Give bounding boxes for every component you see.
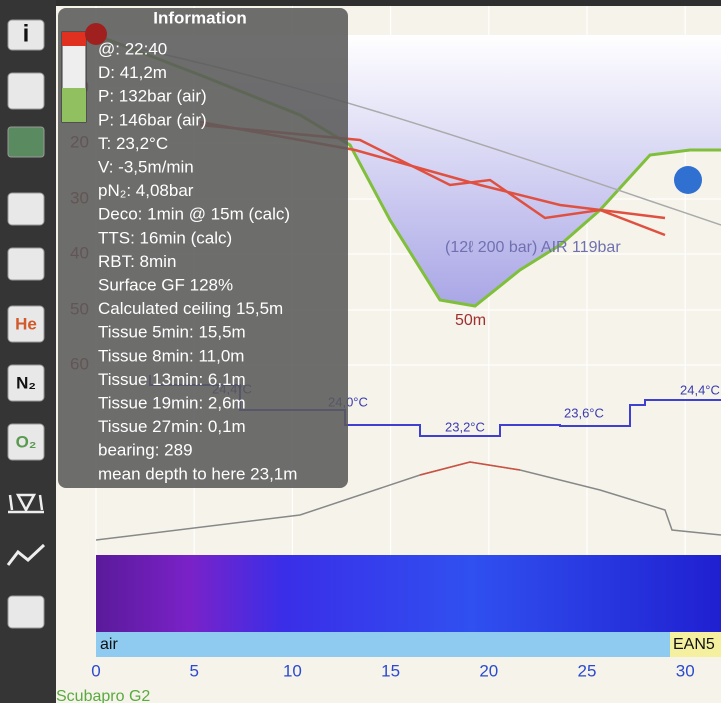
time-tick-label: 0 (91, 661, 100, 680)
temperature-label: 23,2°C (445, 419, 485, 434)
deco-button[interactable] (7, 192, 45, 226)
tissue-heatmap (96, 555, 721, 632)
info-box (58, 8, 348, 488)
time-tick-label: 10 (283, 661, 302, 680)
temperature-label: 24,4°C (680, 382, 720, 397)
info-line: RBT: 8min (98, 252, 176, 271)
info-button[interactable] (7, 19, 45, 51)
gas-bar-air (96, 632, 670, 657)
time-tick-label: 20 (479, 661, 498, 680)
top-border (56, 0, 721, 6)
info-line: Deco: 1min @ 15m (calc) (98, 205, 290, 224)
tissue-button[interactable] (7, 247, 45, 281)
info-line: P: 146bar (air) (98, 110, 207, 129)
heartrate-peak (419, 461, 521, 476)
info-line: Tissue 5min: 15,5m (98, 323, 246, 342)
gas-ean-label: EAN5 (673, 636, 715, 653)
info-icon: i (23, 20, 30, 47)
temperature-label: 23,6°C (564, 405, 604, 420)
info-line: Surface GF 128% (98, 275, 233, 294)
time-tick-label: 25 (578, 661, 597, 680)
ruler-button[interactable] (7, 72, 45, 110)
heartrate-icon[interactable] (6, 543, 46, 566)
info-line: D: 41,2m (98, 63, 167, 82)
info-line: Calculated ceiling 15,5m (98, 299, 283, 318)
info-line: Tissue 8min: 11,0m (98, 346, 244, 365)
he-label: He (15, 314, 37, 333)
info-line: bearing: 289 (98, 441, 193, 460)
tank-indicator-red (62, 32, 86, 46)
info-line: TTS: 16min (calc) (98, 228, 232, 247)
time-tick-label: 30 (676, 661, 695, 680)
delta-icon[interactable] (8, 493, 44, 514)
toolbar (0, 0, 56, 703)
gas-bar-ean (670, 632, 721, 657)
dive-computer-label: Scubapro G2 (56, 688, 150, 703)
tank-label: (12ℓ 200 bar) AIR 119bar (445, 239, 621, 256)
n2-label: N₂ (16, 373, 36, 392)
info-line: Tissue 13min: 6,1m (98, 370, 246, 389)
he-button[interactable] (7, 305, 45, 343)
info-line: Tissue 27min: 0,1m (98, 417, 246, 436)
info-line: P: 132bar (air) (98, 87, 207, 106)
time-tick-label: 5 (189, 661, 198, 680)
o2-label: O₂ (16, 432, 37, 451)
info-line: V: -3,5m/min (98, 157, 194, 176)
ceiling-button[interactable] (7, 126, 45, 158)
photo-button[interactable] (7, 595, 45, 629)
max-depth-label: 50m (455, 312, 486, 329)
event-marker (85, 23, 107, 45)
info-line: mean depth to here 23,1m (98, 464, 297, 483)
info-line: pN₂: 4,08bar (98, 181, 194, 200)
info-line: @: 22:40 (98, 39, 167, 58)
info-line: Tissue 19min: 2,6m (98, 393, 246, 412)
info-lines: @: 22:40 D: 41,2m P: 132bar (air) P: 146bar… (98, 39, 297, 483)
info-line: T: 23,2°C (98, 134, 168, 153)
tank-indicator-green (62, 88, 86, 122)
o2-button[interactable] (7, 423, 45, 461)
toolbar-buttons (7, 19, 45, 629)
tank-change-icon (674, 166, 702, 194)
time-tick-label: 15 (381, 661, 400, 680)
profile-area (96, 35, 721, 306)
n2-button[interactable] (7, 364, 45, 402)
info-title: Information (153, 8, 247, 27)
gas-air-label: air (100, 636, 118, 653)
